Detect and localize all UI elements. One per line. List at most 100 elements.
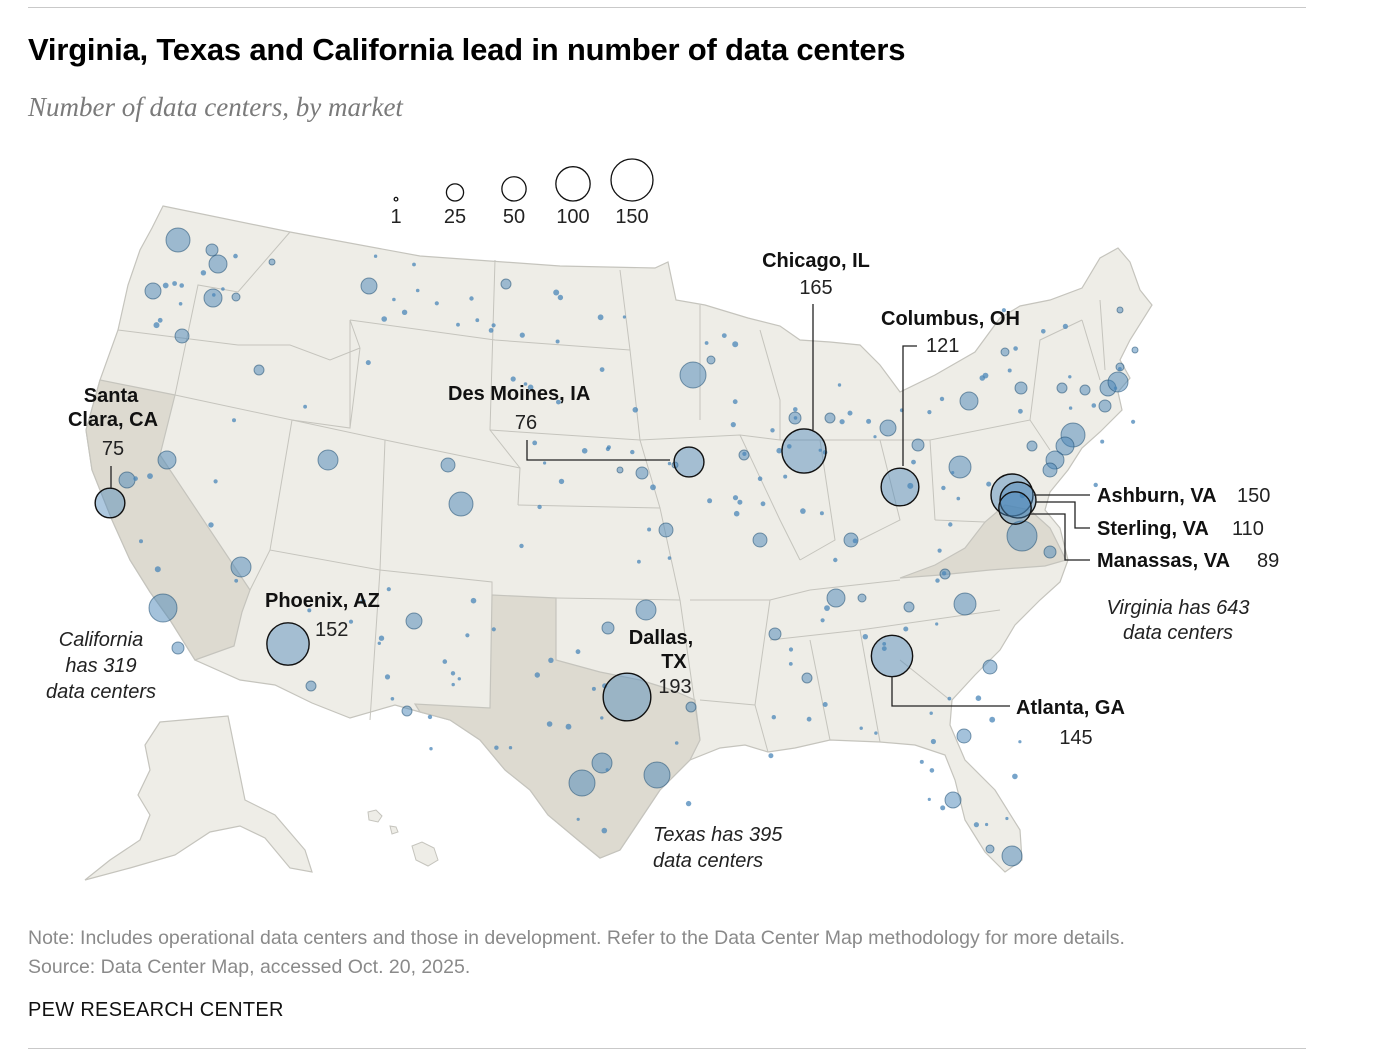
market-bubble-small [1093, 482, 1098, 488]
note-california-line3: data centers [46, 681, 156, 703]
market-bubble-small [760, 501, 766, 507]
market-bubble-small [873, 435, 877, 439]
label-des-moines: Des Moines, IA [448, 383, 590, 405]
market-bubble-small [768, 753, 774, 759]
market-bubble-small [771, 715, 776, 720]
market-bubble-small [874, 731, 878, 735]
market-bubble-small [157, 317, 163, 323]
market-bubble-small [650, 484, 656, 491]
market-bubble-small [989, 716, 996, 723]
market-bubble-small [1041, 329, 1046, 334]
brand-label: PEW RESEARCH CENTER [28, 999, 284, 1021]
count-manassas: 89 [1257, 550, 1279, 572]
market-bubble-small [941, 571, 947, 576]
market-bubble-small [576, 817, 580, 821]
market-bubble-small [605, 768, 609, 772]
market-bubble [879, 419, 897, 437]
market-bubble-small [911, 459, 916, 465]
market-bubble [208, 254, 228, 274]
market-bubble [405, 612, 423, 630]
market-bubble-small [556, 399, 561, 405]
market-bubble-small [1068, 406, 1073, 410]
market-bubble [157, 450, 177, 470]
market-bubble-small [1007, 368, 1012, 373]
market-bubble [231, 292, 241, 302]
market-bubble-small [307, 608, 312, 613]
market-bubble-small [833, 557, 838, 563]
legend-label-1: 1 [390, 206, 401, 228]
market-bubble-small [1062, 323, 1068, 329]
market-bubble-small [787, 444, 792, 449]
market-bubble-small [384, 674, 391, 680]
market-bubble-small [927, 797, 931, 802]
label-atlanta: Atlanta, GA [1016, 697, 1125, 719]
bubble-manassas [998, 491, 1032, 525]
contiguous-us-land [85, 205, 1153, 873]
market-bubble-small [1001, 308, 1007, 313]
market-bubble-small [154, 566, 161, 573]
market-bubble [144, 282, 162, 300]
market-bubble-small [469, 296, 474, 301]
market-bubble [685, 701, 697, 713]
market-bubble [165, 227, 191, 253]
market-bubble-small [721, 333, 727, 338]
market-bubble-small [427, 714, 433, 720]
market-bubble-small [674, 741, 679, 745]
legend-circle-100 [555, 166, 591, 202]
market-bubble [1098, 399, 1112, 413]
note-virginia-line1: Virginia has 643 [1106, 597, 1249, 619]
market-bubble-small [793, 407, 798, 412]
count-dallas: 193 [658, 676, 691, 698]
market-bubble-small [179, 283, 184, 288]
market-bubble-small [429, 747, 433, 751]
market-bubble-small [378, 635, 385, 641]
market-bubble-small [783, 474, 788, 479]
market-bubble [768, 627, 782, 641]
market-bubble [1055, 436, 1075, 456]
market-bubble-small [523, 382, 528, 386]
market-bubble [448, 491, 474, 517]
market-bubble-small [415, 288, 420, 293]
market-bubble [826, 588, 846, 608]
market-bubble [911, 438, 925, 452]
market-bubble-small [824, 605, 830, 611]
count-columbus: 121 [926, 335, 959, 357]
market-bubble-small [1113, 386, 1118, 390]
market-bubble-small [373, 254, 378, 258]
market-bubble-small [548, 657, 554, 663]
market-bubble-small [622, 315, 627, 319]
market-bubble-small [1012, 773, 1018, 780]
market-bubble-small [822, 702, 828, 707]
market-bubble-small [457, 677, 461, 681]
market-bubble-small [565, 723, 572, 730]
market-bubble [843, 532, 859, 548]
market-bubble-small [442, 659, 448, 664]
market-bubble [305, 680, 317, 692]
market-bubble-small [475, 318, 480, 323]
market-bubble-small [470, 597, 477, 604]
market-bubble [268, 258, 276, 266]
market-bubble-small [534, 672, 540, 678]
market-bubble-small [732, 495, 739, 501]
source-line: Source: Data Center Map, accessed Oct. 2… [28, 956, 471, 978]
market-bubble [148, 593, 178, 623]
count-chicago: 165 [799, 277, 832, 299]
market-bubble-small [434, 301, 439, 306]
market-bubble-small [637, 559, 641, 564]
market-bubble-small [491, 627, 496, 632]
market-bubble-small [685, 800, 692, 807]
market-bubble-small [667, 556, 672, 560]
market-bubble [956, 728, 972, 744]
land-layer [84, 205, 1153, 881]
market-bubble-small [348, 619, 354, 624]
market-bubble-small [975, 695, 982, 701]
market-bubble-small [527, 384, 534, 391]
size-legend [393, 158, 654, 202]
note-california-line2: has 319 [65, 655, 136, 677]
market-bubble-small [600, 716, 604, 720]
market-bubble-small [632, 407, 639, 413]
bubble-chicago [781, 428, 827, 474]
bubble-atlanta [870, 634, 914, 678]
market-bubble-small [929, 768, 935, 773]
market-bubble [1026, 440, 1038, 452]
